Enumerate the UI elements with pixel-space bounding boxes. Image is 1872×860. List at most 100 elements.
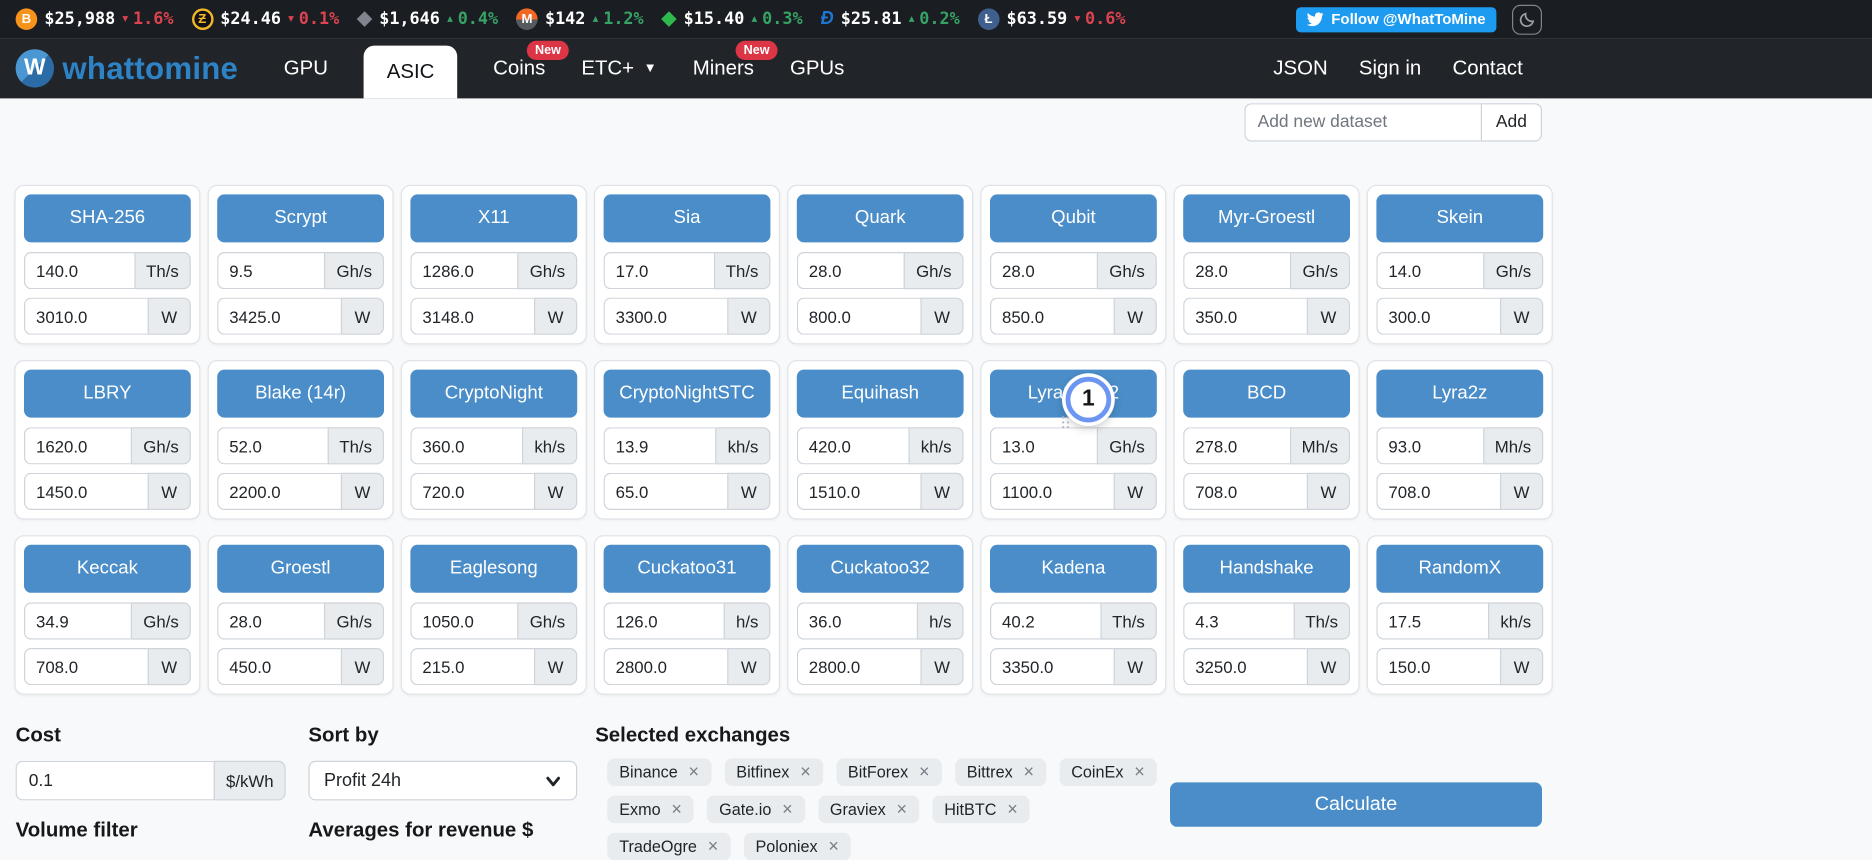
nav-item-sign-in[interactable]: Sign in [1358, 56, 1422, 80]
hashrate-input[interactable] [217, 427, 328, 465]
algo-button-scrypt[interactable]: Scrypt [217, 194, 384, 243]
nav-item-contact[interactable]: Contact [1452, 56, 1523, 80]
hashrate-input[interactable] [24, 427, 132, 465]
algo-button-randomx[interactable]: RandomX [1376, 544, 1544, 593]
algo-button-blake-14r[interactable]: Blake (14r) [217, 369, 384, 418]
power-input[interactable] [603, 648, 728, 686]
algo-button-keccak[interactable]: Keccak [24, 544, 191, 593]
remove-exchange-icon[interactable]: × [688, 762, 700, 783]
hashrate-input[interactable] [1376, 602, 1489, 640]
exchange-tag-bitfinex[interactable]: Bitfinex × [724, 758, 823, 787]
power-input[interactable] [603, 472, 728, 511]
hashrate-input[interactable] [1183, 252, 1291, 290]
ticker-item-bitcoin[interactable]: B $25,988 ▼ 1.6% [15, 8, 173, 31]
exchange-tag-exmo[interactable]: Exmo × [607, 795, 694, 824]
sort-select[interactable]: Profit 24h [308, 760, 578, 801]
exchange-tag-bittrex[interactable]: Bittrex × [954, 758, 1047, 787]
power-input[interactable] [24, 297, 148, 335]
algo-button-handshake[interactable]: Handshake [1183, 544, 1350, 593]
remove-exchange-icon[interactable]: × [828, 836, 839, 857]
algo-button-groestl[interactable]: Groestl [217, 544, 384, 593]
algo-button-lbry[interactable]: LBRY [24, 369, 191, 418]
power-input[interactable] [217, 648, 341, 686]
hashrate-input[interactable] [603, 252, 714, 290]
power-input[interactable] [1183, 472, 1307, 511]
exchange-tag-tradeogre[interactable]: TradeOgre × [607, 832, 731, 860]
exchange-tag-coinex[interactable]: CoinEx × [1059, 758, 1157, 787]
power-input[interactable] [990, 648, 1114, 686]
algo-button-eaglesong[interactable]: Eaglesong [410, 544, 578, 593]
power-input[interactable] [1376, 297, 1500, 335]
exchange-tag-bitforex[interactable]: BitForex × [835, 758, 942, 787]
power-input[interactable] [217, 472, 341, 511]
algo-button-cuckatoo32[interactable]: Cuckatoo32 [796, 544, 964, 593]
twitter-follow-button[interactable]: Follow @WhatToMine [1296, 6, 1497, 32]
ticker-item-zcash[interactable]: Ƶ $24.46 ▼ 0.1% [191, 8, 339, 31]
add-dataset-input[interactable] [1244, 103, 1481, 142]
hashrate-input[interactable] [1183, 427, 1290, 465]
hashrate-input[interactable] [1183, 602, 1294, 640]
hashrate-input[interactable] [603, 602, 724, 640]
hashrate-input[interactable] [1376, 427, 1483, 465]
power-input[interactable] [24, 472, 148, 511]
remove-exchange-icon[interactable]: × [919, 762, 930, 783]
algo-button-myr-groestl[interactable]: Myr-Groestl [1183, 194, 1350, 243]
hashrate-input[interactable] [410, 602, 518, 640]
nav-item-asic[interactable]: ASIC [363, 45, 458, 99]
power-input[interactable] [217, 297, 341, 335]
exchange-tag-binance[interactable]: Binance × [607, 758, 712, 787]
hashrate-input[interactable] [990, 602, 1101, 640]
power-input[interactable] [990, 297, 1114, 335]
algo-button-cuckatoo31[interactable]: Cuckatoo31 [603, 544, 771, 593]
power-input[interactable] [410, 472, 534, 511]
algo-button-quark[interactable]: Quark [796, 194, 964, 243]
add-dataset-button[interactable]: Add [1480, 103, 1543, 142]
power-input[interactable] [410, 297, 534, 335]
hashrate-input[interactable] [990, 252, 1098, 290]
algo-button-sha-256[interactable]: SHA-256 [24, 194, 191, 243]
remove-exchange-icon[interactable]: × [1023, 762, 1035, 783]
cost-input[interactable] [15, 760, 214, 801]
algo-button-skein[interactable]: Skein [1376, 194, 1544, 243]
algo-button-lyra2z[interactable]: Lyra2z [1376, 369, 1544, 418]
algo-button-equihash[interactable]: Equihash [796, 369, 964, 418]
ticker-item-monero[interactable]: M $142 ▲ 1.2% [516, 8, 644, 31]
theme-toggle-button[interactable] [1512, 4, 1543, 35]
algo-button-sia[interactable]: Sia [603, 194, 771, 243]
nav-item-coins[interactable]: Coins New [493, 38, 570, 98]
power-input[interactable] [796, 297, 921, 335]
power-input[interactable] [410, 648, 534, 686]
exchange-tag-graviex[interactable]: Graviex × [817, 795, 920, 824]
algo-button-kadena[interactable]: Kadena [990, 544, 1157, 593]
remove-exchange-icon[interactable]: × [1007, 799, 1018, 820]
algo-button-x11[interactable]: X11 [410, 194, 578, 243]
remove-exchange-icon[interactable]: × [782, 799, 793, 820]
hashrate-input[interactable] [796, 252, 905, 290]
power-input[interactable] [1376, 648, 1500, 686]
power-input[interactable] [603, 297, 728, 335]
algo-button-bcd[interactable]: BCD [1183, 369, 1350, 418]
brand-logo[interactable]: W whattomine [15, 49, 239, 88]
remove-exchange-icon[interactable]: × [800, 762, 811, 783]
remove-exchange-icon[interactable]: × [707, 836, 719, 857]
ticker-item-ethereum[interactable]: ◆ $1,646 ▲ 0.4% [357, 8, 498, 30]
hashrate-input[interactable] [217, 602, 325, 640]
algo-button-cryptonightstc[interactable]: CryptoNightSTC [603, 369, 771, 418]
power-input[interactable] [796, 648, 921, 686]
exchange-tag-hitbtc[interactable]: HitBTC × [932, 795, 1030, 824]
hashrate-input[interactable] [24, 602, 132, 640]
nav-item-etc[interactable]: ETC+ ▼ [581, 38, 656, 98]
algo-button-qubit[interactable]: Qubit [990, 194, 1157, 243]
hashrate-input[interactable] [24, 252, 135, 290]
exchange-tag-gate-io[interactable]: Gate.io × [707, 795, 805, 824]
calculate-button[interactable]: Calculate [1170, 782, 1543, 827]
power-input[interactable] [990, 472, 1114, 511]
ticker-item-litecoin[interactable]: Ł $63.59 ▼ 0.6% [977, 8, 1126, 31]
hashrate-input[interactable] [796, 602, 918, 640]
power-input[interactable] [24, 648, 148, 686]
hashrate-input[interactable] [990, 427, 1098, 465]
power-input[interactable] [1376, 472, 1500, 511]
hashrate-input[interactable] [410, 427, 523, 465]
algo-button-cryptonight[interactable]: CryptoNight [410, 369, 578, 418]
hashrate-input[interactable] [603, 427, 716, 465]
